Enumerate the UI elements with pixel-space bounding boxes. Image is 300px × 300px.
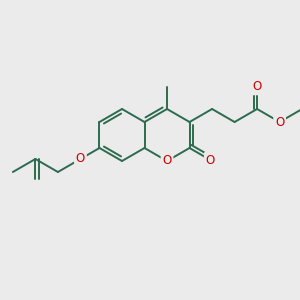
Text: O: O bbox=[162, 154, 172, 167]
Text: O: O bbox=[76, 152, 85, 166]
Text: O: O bbox=[253, 80, 262, 94]
Text: O: O bbox=[206, 154, 215, 166]
Text: O: O bbox=[275, 116, 284, 128]
